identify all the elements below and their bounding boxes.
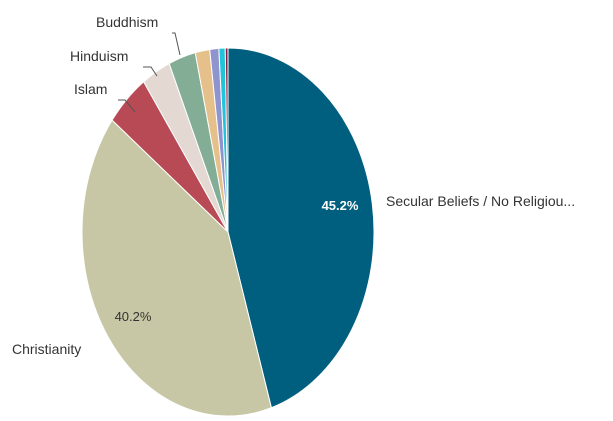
leader-line-4 (172, 32, 181, 56)
leader-line-2 (118, 99, 136, 113)
category-label-0: Secular Beliefs / No Religiou... (386, 193, 575, 209)
data-label-0: 45.2% (322, 198, 359, 213)
leader-line-3 (143, 66, 158, 77)
pie-slice-other-8[interactable] (224, 47, 229, 233)
category-label-2: Islam (74, 81, 107, 97)
data-label-1: 40.2% (115, 309, 152, 324)
category-label-1: Christianity (12, 341, 81, 357)
category-label-4: Buddhism (96, 14, 158, 30)
category-label-3: Hinduism (70, 48, 128, 64)
pie-slice-secular-beliefs-no-religiou[interactable] (227, 47, 375, 409)
